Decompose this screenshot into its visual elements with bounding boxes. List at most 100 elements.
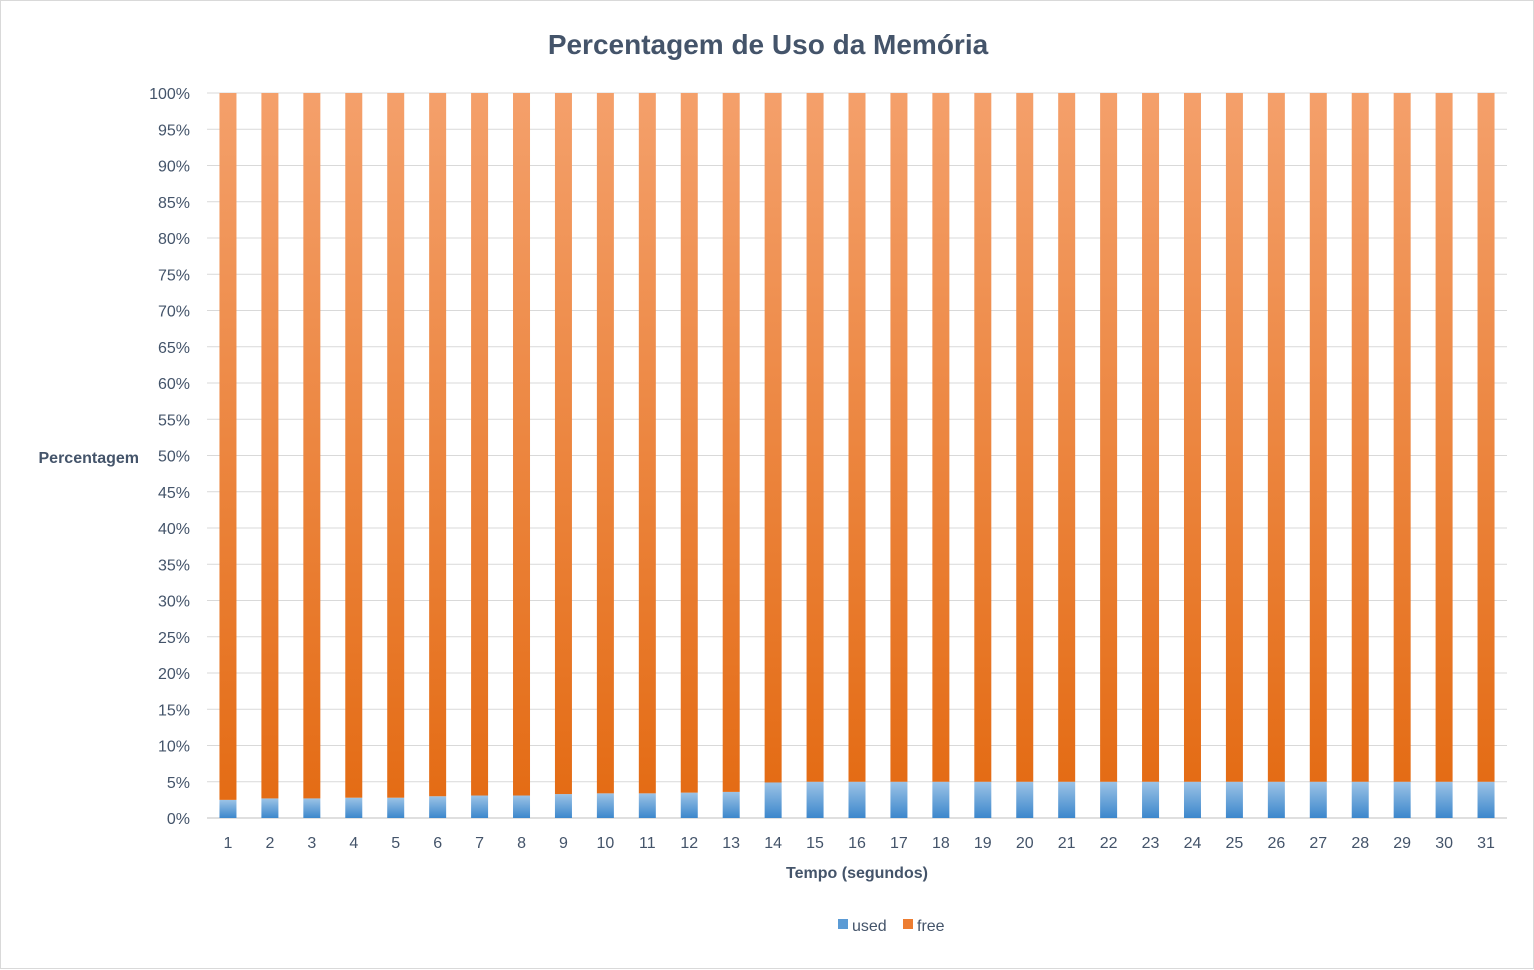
bar-free	[1393, 93, 1411, 782]
bar-free	[1351, 93, 1369, 782]
bar-free	[596, 93, 614, 794]
legend-swatch	[903, 919, 913, 929]
y-tick-label: 75%	[158, 267, 190, 284]
bar-free	[764, 93, 782, 783]
x-tick-label: 4	[349, 835, 358, 852]
legend: used free	[838, 918, 945, 935]
bar-used	[890, 781, 908, 818]
legend-item-used: used	[838, 918, 887, 935]
y-tick-label: 80%	[158, 231, 190, 248]
bar-used	[1142, 781, 1160, 818]
bar-free	[345, 93, 363, 798]
legend-label: free	[917, 918, 945, 935]
bar-used	[638, 793, 656, 818]
x-tick-label: 9	[559, 835, 568, 852]
x-tick-label: 29	[1393, 835, 1411, 852]
bar-free	[1016, 93, 1034, 782]
bar-used	[932, 781, 950, 818]
bar-used	[764, 782, 782, 818]
x-tick-label: 11	[639, 835, 656, 852]
bar-free	[1309, 93, 1327, 782]
y-tick-label: 50%	[158, 449, 190, 466]
y-tick-label: 20%	[158, 666, 190, 683]
x-tick-label: 20	[1016, 835, 1034, 852]
bar-used	[680, 792, 698, 818]
legend-swatch	[838, 919, 848, 929]
bar-free	[848, 93, 866, 782]
bar-free	[554, 93, 572, 795]
x-tick-label: 26	[1267, 835, 1285, 852]
bar-used	[1393, 781, 1411, 818]
y-tick-label: 65%	[158, 340, 190, 357]
y-tick-label: 35%	[158, 557, 190, 574]
bar-free	[722, 93, 740, 792]
bar-used	[303, 798, 321, 818]
bar-used	[261, 798, 279, 818]
legend-item-free: free	[903, 918, 945, 935]
x-tick-label: 5	[391, 835, 400, 852]
x-tick-label: 23	[1142, 835, 1160, 852]
bar-free	[638, 93, 656, 794]
y-tick-label: 90%	[158, 159, 190, 176]
y-tick-label: 0%	[167, 811, 190, 828]
x-tick-label: 7	[475, 835, 484, 852]
bar-free	[1142, 93, 1160, 782]
bar-used	[848, 781, 866, 818]
x-tick-label: 18	[932, 835, 950, 852]
x-tick-label: 30	[1435, 835, 1453, 852]
bar-free	[303, 93, 321, 799]
bar-used	[1351, 781, 1369, 818]
bar-used	[219, 799, 237, 818]
y-tick-label: 5%	[167, 775, 190, 792]
x-tick-label: 15	[806, 835, 824, 852]
bar-used	[1435, 781, 1453, 818]
bar-free	[1225, 93, 1243, 782]
bar-free	[219, 93, 237, 800]
y-tick-label: 55%	[158, 412, 190, 429]
x-tick-label: 6	[433, 835, 442, 852]
y-tick-label: 70%	[158, 304, 190, 321]
x-tick-label: 19	[974, 835, 992, 852]
x-tick-label: 27	[1309, 835, 1327, 852]
bar-free	[1058, 93, 1076, 782]
x-tick-label: 10	[596, 835, 614, 852]
bar-free	[387, 93, 405, 798]
bar-free	[1477, 93, 1495, 782]
x-axis-ticks: 1 2 3 4 5 6 7 8 9 10 11 12 13 14 15 16 17 18 19 20 21 22 23 24 2…	[224, 835, 1496, 852]
bar-free	[890, 93, 908, 782]
bar-used	[806, 781, 824, 818]
x-tick-label: 3	[307, 835, 316, 852]
bar-used	[429, 796, 447, 818]
bar-used	[1225, 781, 1243, 818]
x-tick-label: 24	[1184, 835, 1202, 852]
x-tick-label: 28	[1351, 835, 1369, 852]
bar-used	[974, 781, 992, 818]
bar-free	[806, 93, 824, 782]
x-axis-title: Tempo (segundos)	[786, 865, 928, 882]
y-tick-label: 95%	[158, 122, 190, 139]
y-tick-label: 25%	[158, 630, 190, 647]
x-tick-label: 8	[517, 835, 526, 852]
x-tick-label: 16	[848, 835, 866, 852]
bar-used	[1016, 781, 1034, 818]
bar-used	[345, 797, 363, 818]
bar-used	[1058, 781, 1076, 818]
y-axis-ticks: 0% 5% 10% 15% 20% 25% 30% 35% 40% 45% 50% 55% 60% 65%…	[149, 86, 190, 828]
x-tick-label: 17	[890, 835, 908, 852]
bar-free	[429, 93, 447, 797]
x-tick-label: 2	[265, 835, 274, 852]
bar-used	[1183, 781, 1201, 818]
y-tick-label: 10%	[158, 739, 190, 756]
bars	[219, 93, 1495, 818]
bar-used	[1477, 781, 1495, 818]
bar-used	[722, 791, 740, 818]
bar-used	[387, 797, 405, 818]
bar-used	[1100, 781, 1118, 818]
x-tick-label: 31	[1477, 835, 1495, 852]
y-axis-title: Percentagem	[39, 450, 140, 467]
bar-used	[513, 795, 531, 818]
bar-free	[1183, 93, 1201, 782]
x-tick-label: 22	[1100, 835, 1118, 852]
